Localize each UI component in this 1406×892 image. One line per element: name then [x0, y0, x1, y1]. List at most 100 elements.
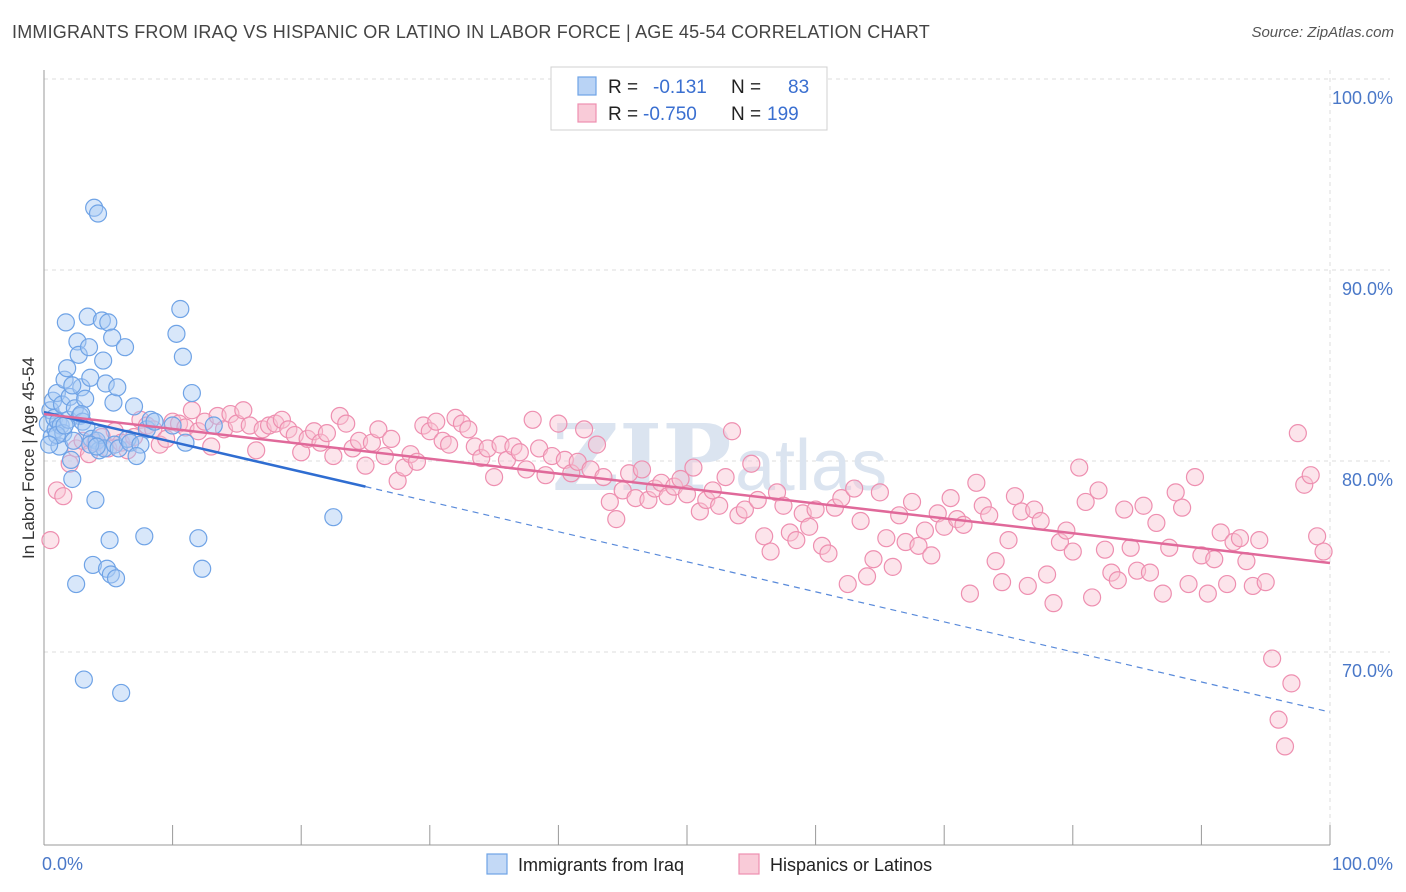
iraq-point-11 — [54, 424, 73, 443]
hispanic-point-154 — [1031, 511, 1050, 531]
iraq-point-31 — [79, 338, 99, 357]
data-points — [38, 198, 1333, 756]
hispanic-point-135 — [909, 536, 928, 555]
hispanic-point-134 — [902, 492, 922, 512]
hispanic-point-73 — [510, 443, 529, 462]
iraq-point-64 — [127, 446, 146, 466]
hispanic-point-126 — [851, 511, 870, 531]
iraq-point-53 — [108, 378, 127, 397]
hispanic-point-181 — [1205, 550, 1224, 569]
trend-lines — [43, 410, 1331, 713]
hispanic-point-152 — [1018, 576, 1037, 596]
hispanic-point-75 — [523, 410, 542, 429]
y-axis-title: In Labor Force | Age 45-54 — [19, 357, 38, 559]
hispanic-point-51 — [369, 420, 388, 439]
iraq-point-23 — [69, 345, 88, 364]
legend-n-value-1: 83 — [788, 77, 809, 98]
bottom-legend-label-iraq: Immigrants from Iraq — [518, 855, 684, 875]
hispanic-point-30 — [234, 401, 253, 420]
hispanic-point-106 — [722, 422, 742, 441]
hispanic-point-69 — [485, 467, 504, 487]
hispanic-point-85 — [587, 435, 607, 454]
hispanic-point-56 — [401, 445, 420, 464]
tick-labels: 100.0% 90.0% 80.0% 70.0% 0.0% 100.0% — [42, 88, 1393, 874]
legend-r-label-1: R = — [608, 77, 638, 98]
hispanic-point-2 — [54, 487, 73, 506]
hispanic-point-145 — [973, 496, 992, 515]
hispanic-point-173 — [1153, 584, 1172, 603]
legend-n-label-1: N = — [731, 77, 761, 98]
iraq-point-78 — [63, 376, 82, 395]
hispanic-point-147 — [986, 552, 1005, 571]
hispanic-point-191 — [1269, 710, 1288, 729]
iraq-point-36 — [86, 490, 105, 510]
hispanic-point-196 — [1301, 466, 1320, 485]
iraq-point-66 — [163, 416, 182, 435]
y-tick-label-1: 90.0% — [1342, 279, 1393, 299]
axes — [43, 70, 1331, 846]
iraq-point-56 — [115, 338, 135, 357]
hispanic-point-185 — [1230, 529, 1250, 548]
hispanic-point-100 — [684, 458, 703, 477]
hispanic-point-101 — [690, 502, 709, 521]
hispanic-point-87 — [600, 492, 619, 512]
hispanic-point-164 — [1095, 540, 1115, 559]
hispanic-point-178 — [1185, 467, 1205, 487]
hispanic-point-125 — [845, 479, 864, 498]
hispanic-point-52 — [375, 446, 394, 466]
bottom-legend-label-hispanic: Hispanics or Latinos — [770, 855, 932, 875]
hispanic-point-182 — [1211, 523, 1230, 542]
iraq-point-30 — [78, 307, 97, 326]
iraq-point-75 — [324, 508, 343, 527]
hispanic-point-193 — [1282, 674, 1301, 693]
iraq-point-73 — [193, 559, 212, 578]
hispanic-point-194 — [1288, 424, 1307, 443]
hispanic-point-143 — [960, 584, 980, 603]
hispanic-point-108 — [735, 500, 754, 519]
hispanic-point-110 — [748, 490, 767, 510]
legend-r-value-2: -0.750 — [643, 104, 697, 125]
x-tick-label-0: 0.0% — [42, 854, 83, 874]
hispanic-point-115 — [780, 523, 799, 542]
iraq-point-28 — [76, 389, 95, 408]
hispanic-point-170 — [1134, 496, 1153, 515]
legend-n-label-2: N = — [731, 104, 761, 125]
iraq-point-32 — [81, 368, 100, 387]
iraq-point-69 — [173, 347, 192, 366]
hispanic-point-124 — [838, 574, 857, 594]
y-tick-label-3: 70.0% — [1342, 661, 1393, 681]
iraq-point-80 — [81, 435, 100, 454]
hispanic-point-131 — [883, 557, 902, 576]
iraq-point-14 — [58, 359, 77, 378]
hispanic-point-174 — [1160, 538, 1179, 557]
y-tick-label-2: 80.0% — [1342, 470, 1393, 490]
iraq-point-44 — [96, 374, 115, 393]
hispanic-point-195 — [1295, 475, 1314, 494]
hispanic-point-155 — [1037, 565, 1057, 584]
bottom-legend-swatch-iraq — [486, 853, 508, 875]
iraq-point-67 — [167, 324, 186, 343]
hispanic-point-45 — [330, 406, 349, 426]
hispanic-point-111 — [755, 527, 774, 546]
hispanic-point-146 — [980, 506, 999, 525]
hispanic-point-159 — [1063, 542, 1082, 561]
hispanic-point-140 — [941, 489, 960, 508]
iraq-trend-line — [43, 410, 366, 488]
hispanic-point-121 — [819, 544, 838, 563]
iraq-point-72 — [189, 529, 208, 548]
hispanic-point-198 — [1314, 542, 1333, 561]
hispanic-point-172 — [1147, 513, 1166, 533]
iraq-point-52 — [106, 569, 126, 588]
iraq-point-22 — [68, 332, 87, 351]
iraq-point-79 — [40, 435, 59, 454]
x-tick-label-1: 100.0% — [1332, 854, 1393, 874]
y-tick-label-0: 100.0% — [1332, 88, 1393, 108]
hispanic-point-59 — [420, 422, 439, 441]
hispanic-point-93 — [639, 490, 658, 510]
hispanic-point-165 — [1102, 563, 1121, 582]
hispanic-point-129 — [870, 483, 890, 502]
iraq-point-47 — [100, 531, 119, 550]
hispanic-point-176 — [1173, 498, 1192, 517]
hispanic-point-114 — [774, 496, 793, 515]
hispanic-point-77 — [536, 466, 555, 485]
